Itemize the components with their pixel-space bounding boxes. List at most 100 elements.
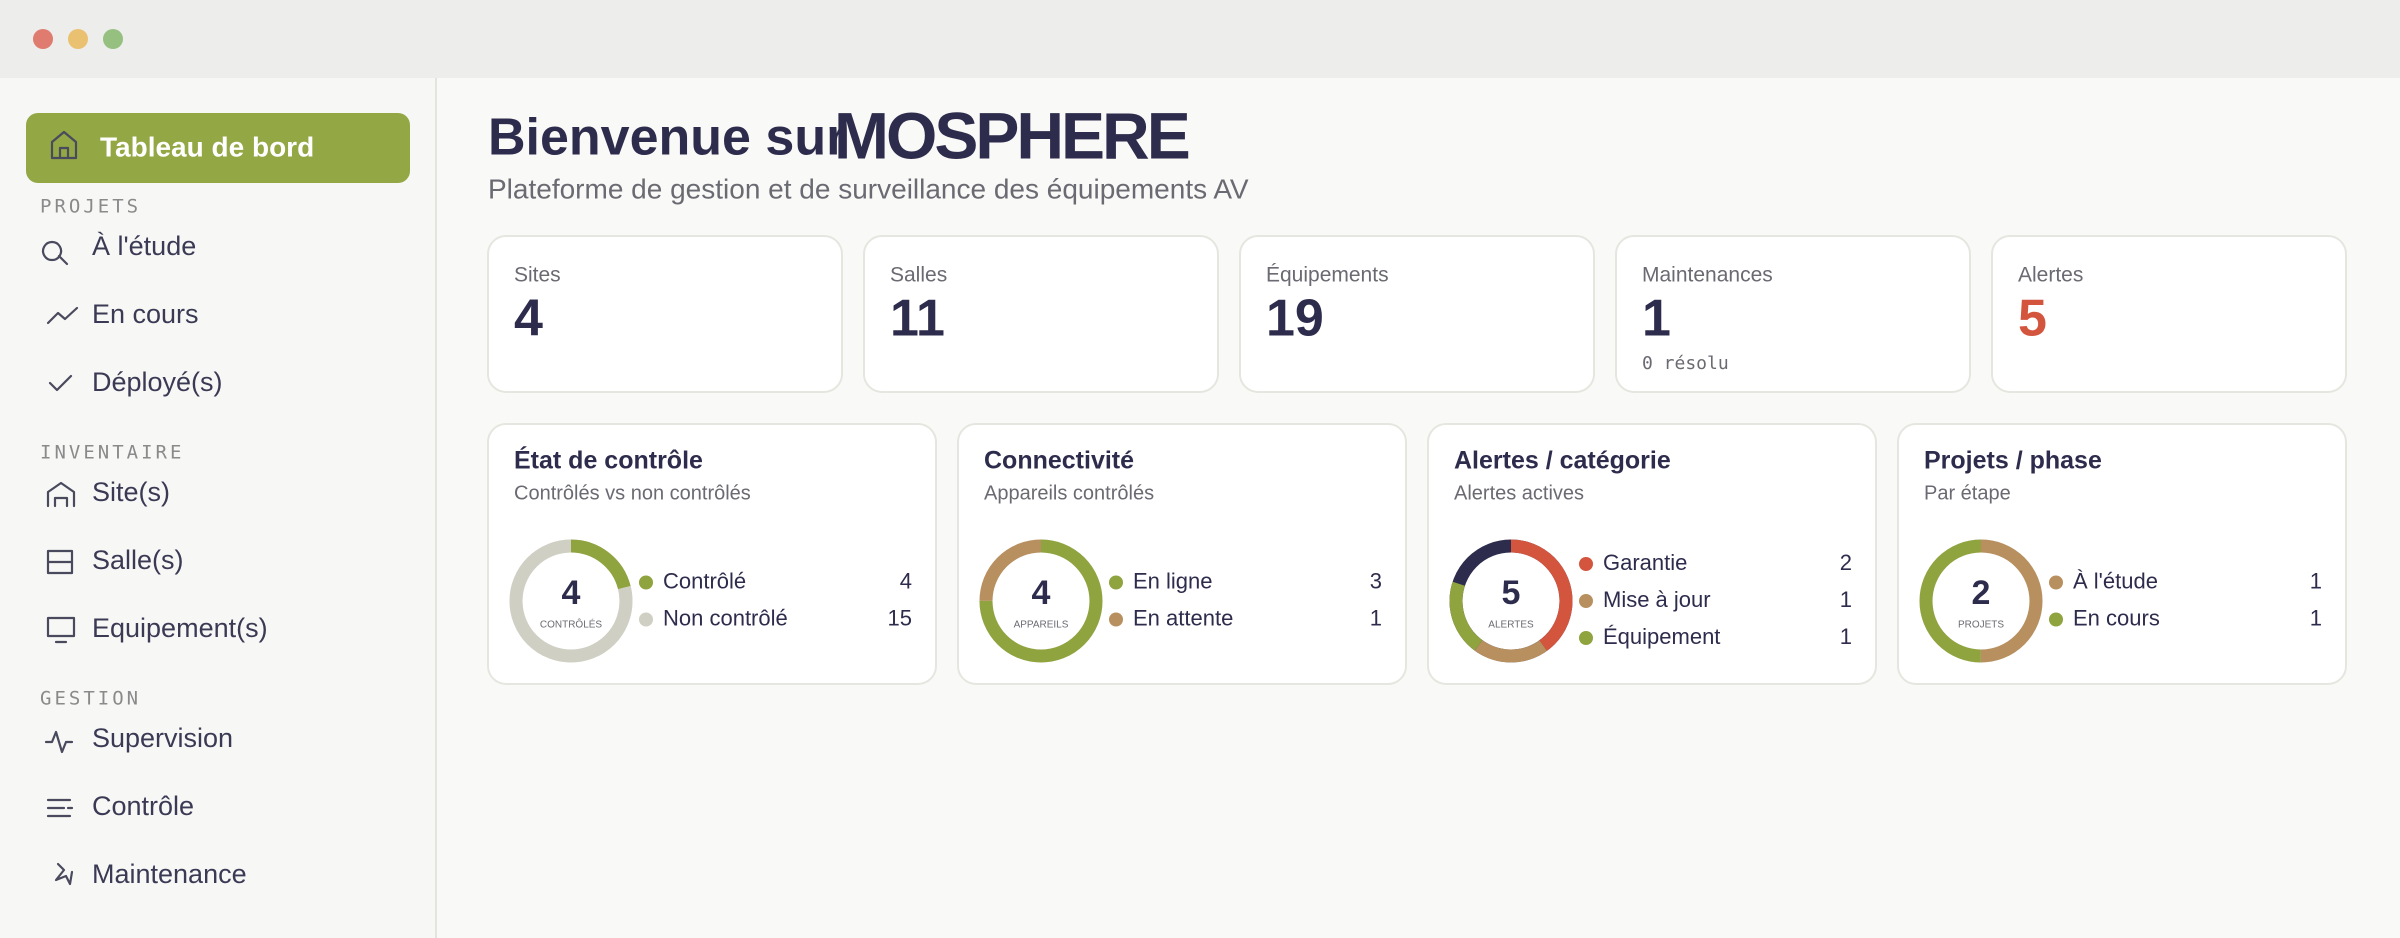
nav-item[interactable]: À l'étude [92, 231, 196, 261]
donut-segment [1919, 539, 2043, 663]
title-bar [0, 0, 2400, 78]
stat-card [1239, 235, 1595, 393]
nav-primary[interactable] [26, 113, 410, 183]
card-subtitle: Contrôlés vs non contrôlés [514, 482, 751, 504]
donut-card [1897, 423, 2347, 685]
nav-icon [46, 616, 76, 644]
donut-card [1427, 423, 1877, 685]
legend-value: 1 [2310, 568, 2322, 593]
nav-item[interactable]: Maintenance [92, 859, 247, 889]
donut-center: 2 [1972, 574, 1991, 612]
legend-name: Contrôlé [663, 568, 746, 593]
card-subtitle: Appareils contrôlés [984, 482, 1154, 504]
donut-card [957, 423, 1407, 685]
stat-label: Sites [514, 264, 561, 287]
donut-center-label: CONTRÔLÉS [540, 618, 603, 631]
nav-item[interactable]: Salle(s) [92, 545, 184, 575]
stat-value: 4 [514, 290, 543, 348]
legend-value: 3 [1370, 568, 1382, 593]
welcome: Bienvenue sur [488, 109, 846, 167]
donut-center: 5 [1502, 574, 1521, 612]
legend-dot [1579, 631, 1593, 645]
legend-value: 1 [1840, 587, 1852, 612]
stat-card [487, 235, 843, 393]
legend-dot [1579, 557, 1593, 571]
nav-item[interactable]: Contrôle [92, 791, 194, 821]
stat-label: Maintenances [1642, 264, 1773, 287]
stat-label: Salles [890, 264, 947, 287]
nav-item[interactable]: Supervision [92, 723, 233, 753]
nav-item[interactable]: En cours [92, 299, 199, 329]
stat-card [1991, 235, 2347, 393]
legend-name: Garantie [1603, 550, 1687, 575]
donut-center: 4 [562, 574, 581, 612]
nav-item[interactable]: Déployé(s) [92, 367, 223, 397]
legend-name: Mise à jour [1603, 587, 1711, 612]
legend-name: À l'étude [2073, 568, 2158, 593]
legend-dot [1579, 594, 1593, 608]
stat-value: 1 [1642, 290, 1671, 348]
stat-label: Équipements [1266, 264, 1389, 287]
nav-icon [46, 481, 76, 508]
card-title: Connectivité [984, 447, 1134, 475]
stat-card [863, 235, 1219, 393]
donut-center-label: ALERTES [1488, 620, 1534, 631]
legend-dot [2049, 575, 2063, 590]
donut-segment [1449, 539, 1573, 663]
legend-name: Équipement [1603, 624, 1720, 649]
nav-item[interactable]: Site(s) [92, 477, 170, 507]
stat-value: 11 [890, 290, 945, 348]
legend-dot [639, 612, 653, 627]
legend-dot [639, 575, 653, 590]
donut-center-label: APPAREILS [1014, 620, 1069, 631]
nav-section-title: INVENTAIRE [40, 442, 184, 464]
nav-icon [48, 374, 73, 392]
donut-card [487, 423, 937, 685]
legend-value: 15 [888, 605, 912, 630]
card-title: État de contrôle [514, 446, 703, 475]
legend-value: 1 [1840, 624, 1852, 649]
donut-segment [1449, 539, 1573, 663]
stat-label: Alertes [2018, 264, 2083, 287]
legend-value: 1 [1370, 605, 1382, 630]
donut-segment [979, 539, 1103, 663]
stat-card [1615, 235, 1971, 393]
donut-center: 4 [1032, 574, 1051, 612]
nav-section-title: GESTION [40, 688, 141, 710]
legend-value: 2 [1840, 550, 1852, 575]
card-subtitle: Alertes actives [1454, 482, 1584, 504]
home-icon [50, 130, 78, 160]
card-title: Projets / phase [1924, 447, 2102, 475]
legend-dot [2049, 612, 2063, 627]
donut-segment [509, 539, 633, 663]
donut-center-label: PROJETS [1958, 620, 2004, 631]
nav-icon [46, 549, 74, 575]
nav-icon [44, 730, 74, 754]
nav-icon [46, 306, 79, 325]
nav-primary-label[interactable]: Tableau de bord [100, 131, 314, 162]
nav-icon [41, 240, 69, 266]
subtitle: Plateforme de gestion et de surveillance… [488, 173, 1249, 204]
nav-section-title: PROJETS [40, 196, 141, 218]
donut-segment [1449, 539, 1573, 663]
maximize-button[interactable] [103, 29, 123, 49]
legend-name: En ligne [1133, 568, 1213, 593]
legend-value: 4 [900, 568, 912, 593]
legend-dot [1109, 612, 1123, 627]
legend-value: 1 [2310, 605, 2322, 630]
legend-name: Non contrôlé [663, 605, 788, 630]
close-button[interactable] [33, 29, 53, 49]
legend-name: En attente [1133, 605, 1233, 630]
stat-value: 19 [1266, 290, 1324, 348]
stat-value: 5 [2018, 290, 2047, 348]
card-subtitle: Par étape [1924, 482, 2011, 504]
legend-name: En cours [2073, 605, 2160, 630]
nav-item[interactable]: Equipement(s) [92, 613, 268, 643]
card-title: Alertes / catégorie [1454, 447, 1671, 475]
nav-icon [46, 798, 74, 818]
legend-dot [1109, 575, 1123, 590]
minimize-button[interactable] [68, 29, 88, 49]
nav-icon [54, 862, 74, 886]
